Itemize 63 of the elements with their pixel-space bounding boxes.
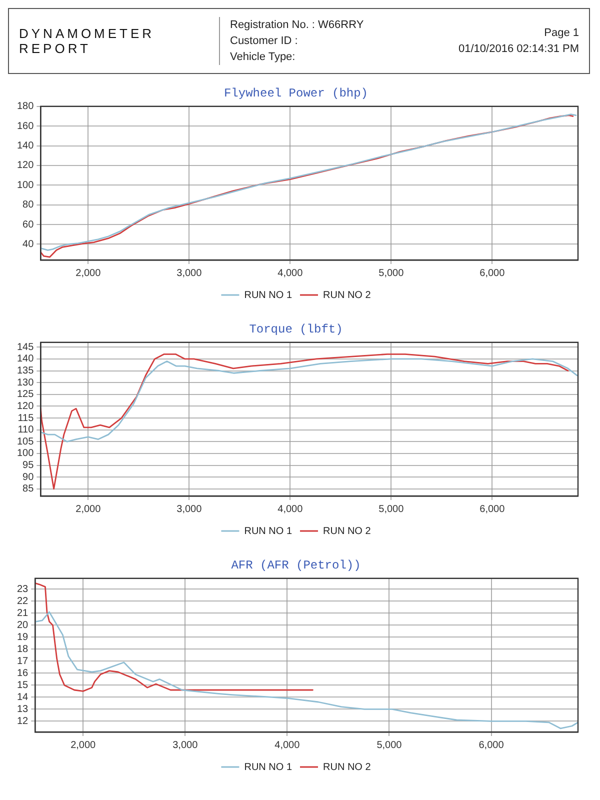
text: Page 1 [543, 26, 579, 41]
x-tick-label: 4,000 [278, 268, 304, 279]
y-tick-label: 16 [17, 668, 29, 679]
y-tick-label: 120 [16, 400, 34, 412]
y-tick-label: 115 [18, 412, 34, 424]
legend-label: RUN NO 1 [244, 762, 292, 773]
text: DYNAMOMETER REPORT [19, 26, 155, 56]
x-tick-label: 4,000 [278, 504, 304, 515]
y-tick-label: 15 [17, 680, 29, 691]
y-tick-label: 140 [16, 140, 34, 152]
y-tick-label: 20 [17, 620, 29, 631]
y-tick-label: 85 [22, 484, 34, 495]
text: Vehicle Type: [230, 50, 296, 65]
x-tick-label: 3,000 [172, 740, 198, 751]
y-tick-label: 180 [16, 101, 34, 112]
x-tick-label: 6,000 [480, 268, 506, 279]
y-tick-label: 17 [17, 656, 29, 667]
x-tick-label: 2,000 [76, 504, 102, 515]
x-tick-label: 5,000 [378, 268, 404, 279]
y-tick-label: 135 [16, 366, 34, 377]
y-tick-label: 100 [16, 448, 34, 460]
chart-title: Flywheel Power (bhp) [224, 86, 368, 100]
y-tick-label: 13 [17, 704, 29, 715]
x-tick-label: 6,000 [480, 504, 506, 515]
legend-label: RUN NO 1 [244, 290, 292, 301]
y-tick-label: 90 [22, 472, 34, 483]
legend-label: RUN NO 2 [323, 762, 372, 773]
x-tick-label: 3,000 [176, 268, 202, 279]
x-tick-label: 2,000 [76, 268, 102, 279]
y-tick-label: 22 [17, 596, 29, 607]
x-tick-label: 3,000 [176, 504, 202, 515]
y-tick-label: 160 [16, 120, 34, 132]
legend-label: RUN NO 1 [244, 526, 292, 537]
y-tick-label: 145 [16, 342, 34, 353]
text: Customer ID : [230, 34, 299, 49]
legend-label: RUN NO 2 [323, 526, 372, 537]
y-tick-label: 14 [17, 692, 29, 703]
chart-title: Torque (lbft) [249, 322, 343, 336]
chart-title: AFR (AFR (Petrol)) [231, 558, 361, 572]
text: Registration No. : W66RRY [230, 18, 365, 33]
y-tick-label: 18 [17, 644, 29, 655]
y-tick-label: 105 [16, 436, 34, 448]
y-tick-label: 110 [18, 424, 34, 436]
y-tick-label: 125 [16, 389, 34, 400]
x-tick-label: 5,000 [376, 740, 402, 751]
y-tick-label: 95 [22, 460, 34, 472]
y-tick-label: 21 [17, 608, 29, 619]
y-tick-label: 100 [16, 180, 34, 191]
y-tick-label: 19 [17, 632, 29, 643]
y-tick-label: 80 [22, 200, 34, 211]
text: 01/10/2016 02:14:31 PM [458, 42, 579, 57]
y-tick-label: 12 [17, 716, 29, 727]
y-tick-label: 140 [16, 354, 34, 365]
y-tick-label: 40 [22, 238, 34, 250]
x-tick-label: 6,000 [478, 740, 504, 751]
x-tick-label: 2,000 [70, 740, 96, 751]
y-tick-label: 120 [16, 160, 34, 172]
y-tick-label: 23 [17, 584, 29, 595]
x-tick-label: 5,000 [378, 504, 404, 515]
y-tick-label: 130 [16, 377, 34, 388]
y-tick-label: 60 [22, 219, 34, 230]
legend-label: RUN NO 2 [323, 290, 372, 301]
x-tick-label: 4,000 [274, 740, 300, 751]
